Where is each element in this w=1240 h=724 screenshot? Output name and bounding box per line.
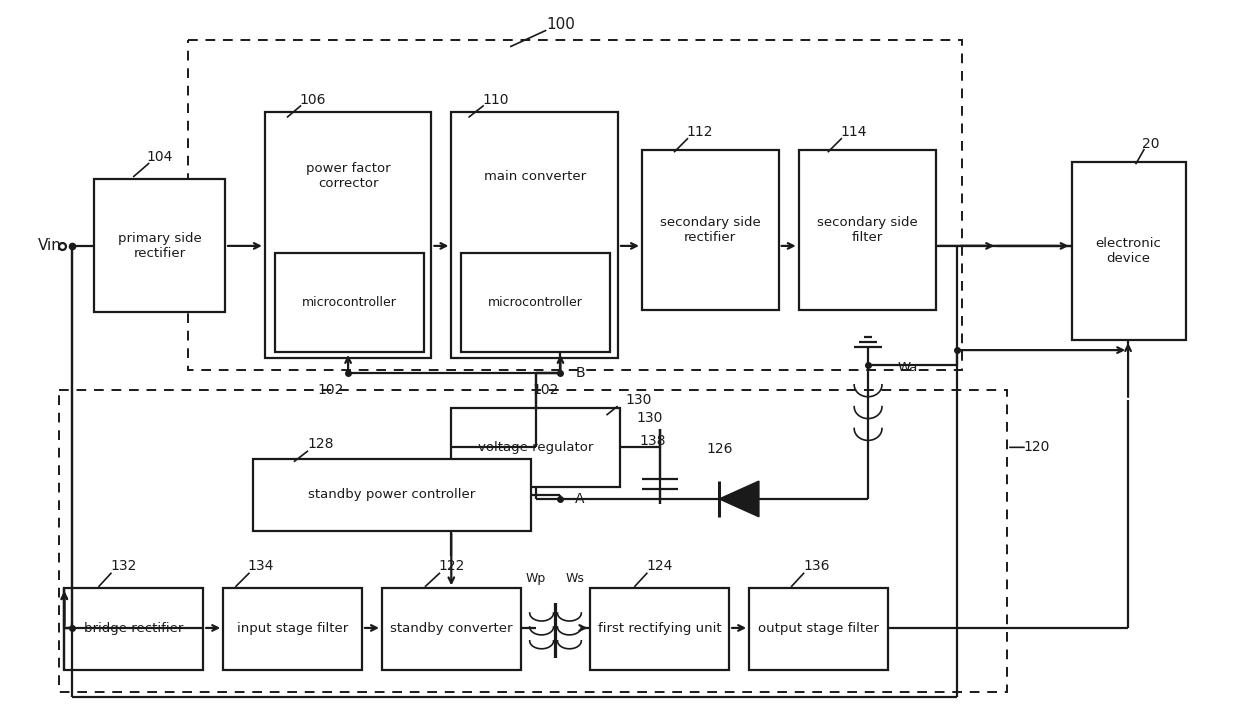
Text: first rectifying unit: first rectifying unit: [598, 623, 722, 636]
Bar: [64, 589, 203, 670]
Text: 122: 122: [438, 560, 465, 573]
Text: 126: 126: [706, 442, 733, 456]
Text: voltage regulator: voltage regulator: [477, 441, 593, 454]
Text: 136: 136: [804, 560, 830, 573]
Text: primary side
rectifier: primary side rectifier: [118, 232, 201, 260]
Text: Wa: Wa: [898, 361, 919, 374]
Bar: [451, 112, 618, 358]
Text: main converter: main converter: [484, 170, 585, 183]
Bar: [60, 390, 1007, 692]
Text: 100: 100: [546, 17, 575, 32]
Text: Wp: Wp: [526, 572, 546, 585]
Text: 102: 102: [532, 383, 559, 397]
Text: microcontroller: microcontroller: [489, 296, 583, 309]
Bar: [1071, 161, 1185, 340]
Text: 104: 104: [146, 150, 172, 164]
Text: 134: 134: [248, 560, 274, 573]
Bar: [188, 41, 962, 370]
Text: bridge rectifier: bridge rectifier: [84, 623, 184, 636]
Bar: [382, 589, 521, 670]
Text: 132: 132: [110, 560, 138, 573]
Text: 138: 138: [640, 434, 666, 448]
Bar: [451, 408, 620, 487]
Bar: [590, 589, 729, 670]
Text: 124: 124: [646, 560, 673, 573]
Text: standby converter: standby converter: [391, 623, 512, 636]
Bar: [94, 180, 224, 312]
Bar: [642, 150, 779, 311]
Bar: [275, 253, 424, 352]
Text: 120: 120: [1023, 440, 1050, 455]
Text: 114: 114: [839, 125, 867, 139]
Text: B: B: [575, 366, 585, 380]
Text: 102: 102: [317, 383, 343, 397]
Text: secondary side
filter: secondary side filter: [817, 216, 918, 244]
Bar: [265, 112, 432, 358]
Text: 20: 20: [1142, 137, 1159, 151]
Text: electronic
device: electronic device: [1096, 237, 1162, 265]
Bar: [223, 589, 362, 670]
Text: output stage filter: output stage filter: [758, 623, 879, 636]
Text: power factor
corrector: power factor corrector: [306, 162, 391, 190]
Text: 112: 112: [686, 125, 713, 139]
Text: secondary side
rectifier: secondary side rectifier: [660, 216, 760, 244]
Text: standby power controller: standby power controller: [308, 489, 475, 502]
Bar: [253, 459, 531, 531]
Text: Ws: Ws: [565, 572, 585, 585]
Bar: [749, 589, 888, 670]
Text: Vin: Vin: [37, 238, 61, 253]
Text: 106: 106: [299, 93, 326, 107]
Bar: [799, 150, 935, 311]
Text: A: A: [575, 492, 585, 506]
Text: 128: 128: [308, 437, 334, 451]
Text: 130: 130: [637, 411, 663, 424]
Text: 110: 110: [482, 93, 510, 107]
Text: input stage filter: input stage filter: [237, 623, 348, 636]
Text: 130: 130: [625, 392, 651, 407]
Polygon shape: [719, 481, 759, 517]
Text: microcontroller: microcontroller: [301, 296, 397, 309]
Bar: [461, 253, 610, 352]
